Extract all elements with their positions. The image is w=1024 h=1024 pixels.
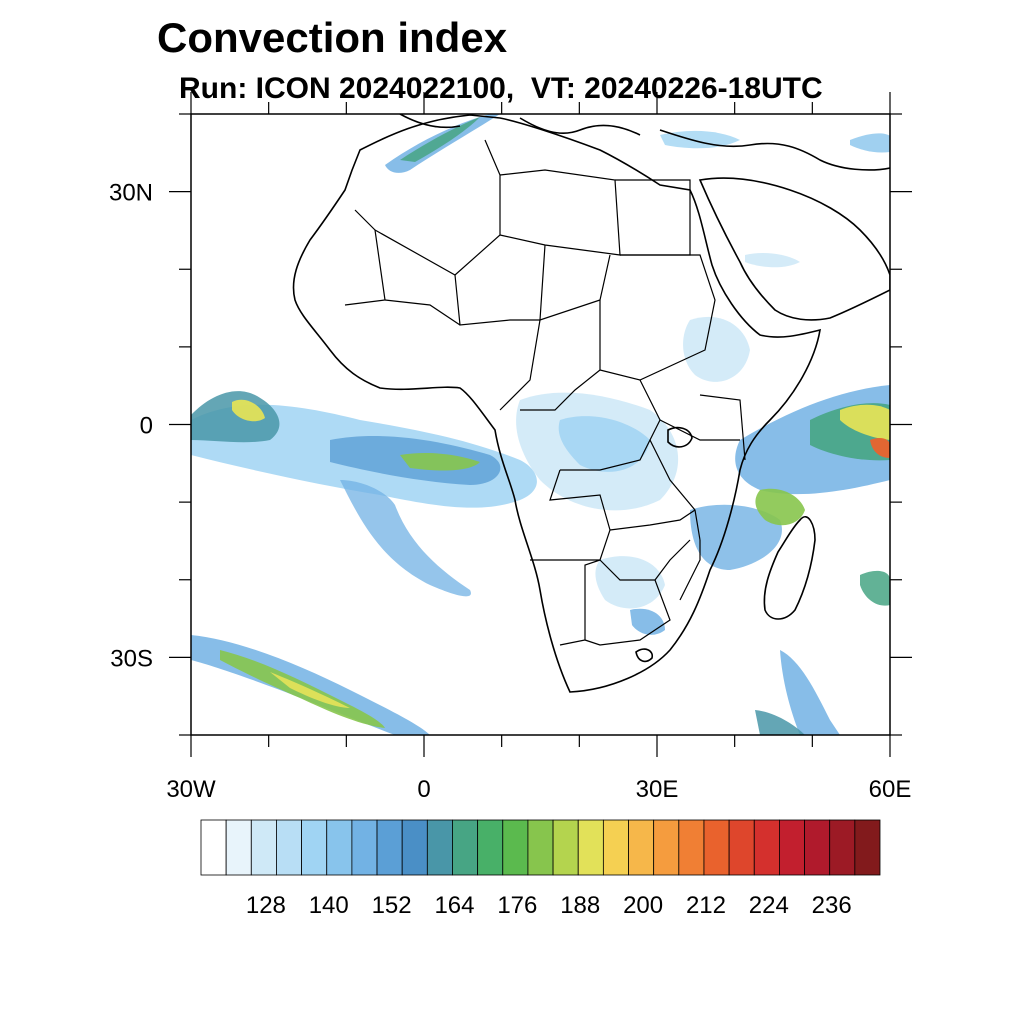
- madagascar-coastline: [763, 516, 816, 620]
- field-se-front-2: [755, 710, 805, 735]
- colorbar-swatch: [728, 819, 755, 876]
- colorbar-label: 224: [749, 892, 789, 919]
- colorbar-swatch: [326, 819, 353, 876]
- field-mozambique-core: [755, 488, 805, 526]
- convection-field: [191, 114, 890, 735]
- colorbar-label: 236: [812, 892, 852, 919]
- lake-victoria: [667, 426, 693, 448]
- map-ticks: 30W 0 30E 60E 30N 0 30S: [109, 92, 912, 803]
- field-north-band-core: [400, 117, 480, 162]
- lat-tick-label: 0: [140, 413, 153, 440]
- lesotho: [635, 648, 654, 663]
- europe-coastline: [399, 114, 890, 171]
- colorbar-swatch: [200, 819, 227, 876]
- colorbar-label: 164: [434, 892, 474, 919]
- colorbar-swatch: [301, 819, 328, 876]
- colorbar-label: 140: [309, 892, 349, 919]
- colorbar-swatch: [653, 819, 680, 876]
- colorbar-label: 188: [560, 892, 600, 919]
- field-atlantic-hot: [400, 452, 480, 471]
- colorbar-swatch: [577, 819, 604, 876]
- colorbar-swatch: [628, 819, 655, 876]
- lon-tick-label: 0: [417, 776, 430, 803]
- coastlines: [292, 114, 890, 693]
- lat-tick-label: 30N: [109, 180, 153, 207]
- country-borders: [344, 139, 746, 646]
- colorbar-swatch: [804, 819, 831, 876]
- colorbar-label: 152: [372, 892, 412, 919]
- colorbar-swatch: [276, 819, 302, 876]
- field-ne-corner: [850, 133, 890, 153]
- field-southern-africa: [595, 556, 665, 609]
- field-congo-inner: [558, 416, 650, 472]
- colorbar-swatch: [376, 819, 403, 876]
- colorbar-swatch: [527, 819, 554, 876]
- field-far-east: [860, 570, 890, 606]
- colorbar: 128 140 152 164 176 188 200 212 224 236: [200, 819, 881, 919]
- africa-coastline: [292, 114, 821, 693]
- colorbar-swatch: [703, 819, 730, 876]
- colorbar-label: 200: [623, 892, 663, 919]
- colorbar-swatch: [477, 819, 504, 876]
- colorbar-label: 212: [686, 892, 726, 919]
- colorbar-swatch: [452, 819, 479, 876]
- field-mozambique: [690, 504, 782, 570]
- field-west-blob: [191, 391, 280, 443]
- colorbar-swatch: [426, 819, 453, 876]
- colorbar-swatch: [753, 819, 780, 876]
- field-west-blob-core: [232, 399, 265, 422]
- field-sw-front: [191, 635, 430, 735]
- colorbar-label: 176: [497, 892, 537, 919]
- colorbar-swatch: [854, 819, 881, 876]
- arabia-coastline: [698, 177, 890, 321]
- field-arabia: [745, 252, 800, 268]
- colorbar-swatch: [779, 819, 805, 876]
- field-se-front: [780, 650, 840, 735]
- colorbar-swatch: [401, 819, 428, 876]
- colorbar-swatch: [250, 819, 277, 876]
- colorbar-swatch: [225, 819, 252, 876]
- field-sw-front-hot: [270, 672, 350, 708]
- colorbar-swatch: [552, 819, 579, 876]
- lon-tick-label: 60E: [869, 776, 912, 803]
- lon-tick-label: 30W: [166, 776, 216, 803]
- lon-tick-label: 30E: [636, 776, 679, 803]
- chart-subtitle: Run: ICON 2024022100, VT: 20240226-18UTC: [179, 72, 823, 105]
- field-indian-red: [870, 438, 890, 458]
- field-atlantic-swirl: [340, 480, 471, 597]
- field-botswana: [630, 608, 665, 635]
- chart-title: Convection index: [157, 14, 508, 61]
- field-ethiopia: [683, 316, 750, 382]
- colorbar-swatch: [351, 819, 378, 876]
- colorbar-swatch: [829, 819, 856, 876]
- lat-tick-label: 30S: [110, 645, 153, 672]
- field-med-east: [660, 130, 740, 149]
- colorbar-label: 128: [246, 892, 286, 919]
- colorbar-swatch: [502, 819, 529, 876]
- field-indian-hot: [840, 404, 890, 440]
- colorbar-swatch: [602, 819, 629, 876]
- colorbar-swatch: [678, 819, 705, 876]
